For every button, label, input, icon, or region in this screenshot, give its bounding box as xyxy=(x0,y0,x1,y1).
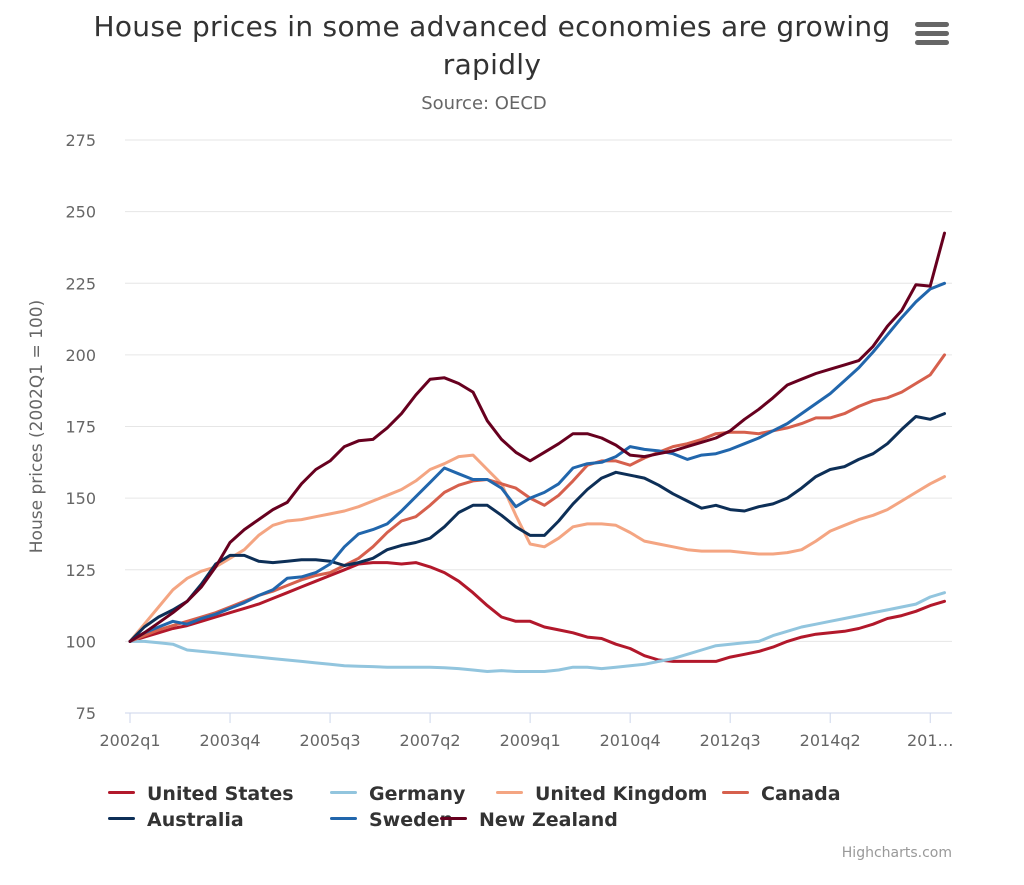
legend-symbol xyxy=(108,817,135,820)
x-tick-label: 201… xyxy=(907,731,954,750)
chart-title: House prices in some advanced economies … xyxy=(93,10,891,81)
y-axis-label: House prices (2002Q1 = 100) xyxy=(27,300,47,553)
legend-label: New Zealand xyxy=(479,809,618,831)
x-tick-label: 2010q4 xyxy=(600,731,661,750)
legend-label: Germany xyxy=(369,783,466,805)
y-tick-label: 150 xyxy=(65,489,96,508)
y-tick-label: 200 xyxy=(65,346,96,365)
legend-symbol xyxy=(108,791,135,794)
x-tick-label: 2009q1 xyxy=(500,731,561,750)
legend-item-germany[interactable]: Germany xyxy=(330,783,465,805)
y-tick-label: 100 xyxy=(65,632,96,651)
credits-link[interactable]: Highcharts.com xyxy=(841,845,952,861)
legend-label: Canada xyxy=(761,783,841,805)
legend-symbol xyxy=(722,791,749,794)
x-tick-label: 2005q3 xyxy=(300,731,361,750)
legend-item-united-kingdom[interactable]: United Kingdom xyxy=(496,783,707,805)
legend-item-canada[interactable]: Canada xyxy=(722,783,841,805)
series-line-sweden[interactable] xyxy=(128,281,946,643)
y-tick-label: 225 xyxy=(65,274,96,293)
series-line-new-zealand[interactable] xyxy=(128,231,946,643)
series-line-united-states[interactable] xyxy=(128,561,946,663)
legend-item-united-states[interactable]: United States xyxy=(108,783,294,805)
legend-item-sweden[interactable]: Sweden xyxy=(330,809,453,831)
hamburger-menu-icon[interactable] xyxy=(915,22,949,48)
legend-symbol xyxy=(330,817,357,820)
x-tick-label: 2003q4 xyxy=(199,731,260,750)
legend-item-australia[interactable]: Australia xyxy=(108,809,244,831)
chart-subtitle: Source: OECD xyxy=(421,93,547,114)
x-tick-label: 2002q1 xyxy=(99,731,160,750)
legend-label: United States xyxy=(147,783,294,805)
x-tick-label: 2012q3 xyxy=(700,731,761,750)
legend-symbol xyxy=(496,791,523,794)
legend-label: Sweden xyxy=(369,809,454,831)
y-tick-label: 75 xyxy=(76,704,96,723)
legend-label: Australia xyxy=(147,809,244,831)
x-tick-label: 2007q2 xyxy=(400,731,461,750)
series-line-united-kingdom[interactable] xyxy=(128,453,946,643)
y-tick-label: 175 xyxy=(65,418,96,437)
legend-item-new-zealand[interactable]: New Zealand xyxy=(440,809,618,831)
legend-label: United Kingdom xyxy=(535,783,708,805)
series-line-germany[interactable] xyxy=(128,591,946,673)
y-tick-label: 275 xyxy=(65,131,96,150)
legend-symbol xyxy=(330,791,357,794)
y-tick-label: 125 xyxy=(65,561,96,580)
series-line-australia[interactable] xyxy=(128,412,946,643)
x-tick-label: 2014q2 xyxy=(800,731,861,750)
legend-symbol xyxy=(440,817,467,820)
y-tick-label: 250 xyxy=(65,203,96,222)
